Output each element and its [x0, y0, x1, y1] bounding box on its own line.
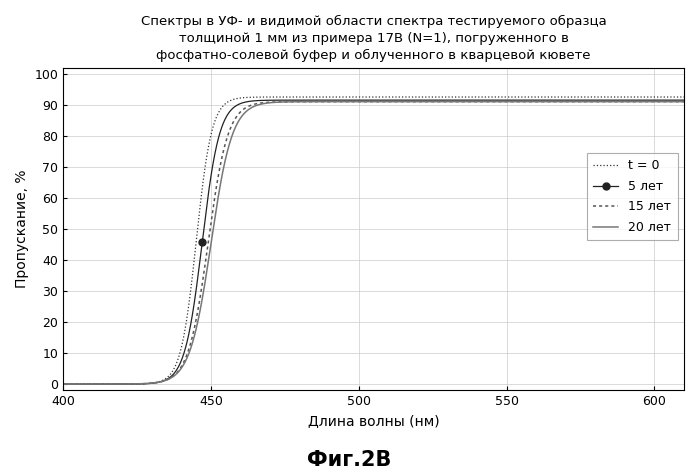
- Title: Спектры в УФ- и видимой области спектра тестируемого образца
толщиной 1 мм из пр: Спектры в УФ- и видимой области спектра …: [140, 15, 607, 62]
- 15 лет: [662, 99, 670, 105]
- 20 лет: [361, 99, 369, 105]
- Line: 15 лет: 15 лет: [64, 102, 684, 384]
- t = 0: [361, 94, 369, 100]
- 20 лет: [595, 99, 603, 105]
- t = 0: [680, 94, 689, 100]
- t = 0: [345, 94, 353, 100]
- 20 лет: [662, 99, 670, 105]
- 15 лет: [548, 99, 556, 105]
- t = 0: [59, 382, 68, 387]
- 20 лет: [91, 382, 99, 387]
- 20 лет: [680, 99, 689, 105]
- 20 лет: [59, 382, 68, 387]
- 15 лет: [345, 99, 353, 105]
- Line: t = 0: t = 0: [64, 97, 684, 384]
- 15 лет: [566, 99, 575, 105]
- Legend: t = 0, 5 лет, 15 лет, 20 лет: t = 0, 5 лет, 15 лет, 20 лет: [587, 153, 678, 240]
- 15 лет: [91, 382, 99, 387]
- t = 0: [662, 94, 670, 100]
- 15 лет: [361, 99, 369, 105]
- 20 лет: [548, 99, 556, 105]
- 15 лет: [662, 99, 670, 105]
- t = 0: [91, 382, 99, 387]
- t = 0: [478, 94, 487, 100]
- 20 лет: [345, 99, 353, 105]
- 15 лет: [680, 99, 689, 105]
- 15 лет: [59, 382, 68, 387]
- Text: Фиг.2В: Фиг.2В: [308, 450, 391, 470]
- X-axis label: Длина волны (нм): Длина волны (нм): [308, 414, 440, 428]
- Line: 20 лет: 20 лет: [64, 102, 684, 384]
- Y-axis label: Пропускание, %: Пропускание, %: [15, 170, 29, 288]
- 20 лет: [662, 99, 670, 105]
- t = 0: [662, 94, 670, 100]
- t = 0: [548, 94, 556, 100]
